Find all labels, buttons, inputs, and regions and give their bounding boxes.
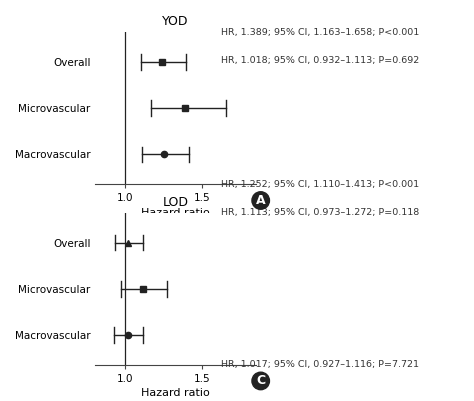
Title: YOD: YOD [162, 15, 189, 28]
X-axis label: Hazard ratio: Hazard ratio [141, 208, 210, 218]
Title: LOD: LOD [163, 196, 188, 209]
Text: HR, 1.389; 95% CI, 1.163–1.658; P<0.001: HR, 1.389; 95% CI, 1.163–1.658; P<0.001 [221, 28, 419, 36]
Text: HR, 1.113; 95% CI, 0.973–1.272; P=0.118: HR, 1.113; 95% CI, 0.973–1.272; P=0.118 [221, 208, 419, 217]
X-axis label: Hazard ratio: Hazard ratio [141, 388, 210, 398]
Text: C: C [256, 375, 265, 387]
Text: HR, 1.017; 95% CI, 0.927–1.116; P=7.721: HR, 1.017; 95% CI, 0.927–1.116; P=7.721 [221, 360, 419, 369]
Text: HR, 1.252; 95% CI, 1.110–1.413; P<0.001: HR, 1.252; 95% CI, 1.110–1.413; P<0.001 [221, 180, 419, 189]
Text: HR, 1.018; 95% CI, 0.932–1.113; P=0.692: HR, 1.018; 95% CI, 0.932–1.113; P=0.692 [221, 56, 419, 65]
Text: A: A [256, 194, 265, 207]
